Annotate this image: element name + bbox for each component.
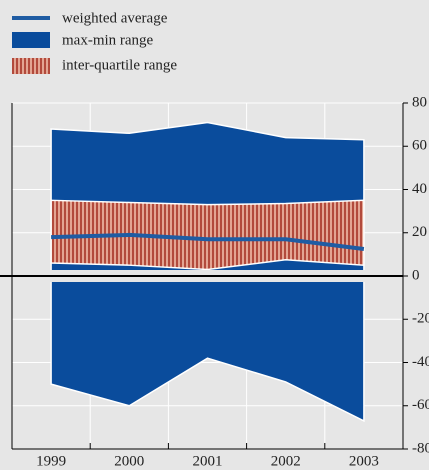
y-tick-label: 60: [412, 138, 427, 154]
y-tick-label: -80: [412, 440, 429, 456]
x-tick-label: 2002: [271, 453, 301, 469]
legend-swatch: [12, 58, 50, 74]
x-tick-label: 1999: [36, 453, 66, 469]
range-area: [50, 199, 365, 271]
legend-label: inter-quartile range: [62, 57, 177, 73]
x-tick-label: 2000: [114, 453, 144, 469]
y-tick-label: 0: [412, 267, 420, 283]
y-tick-label: -40: [412, 354, 429, 370]
x-tick-label: 2001: [193, 453, 223, 469]
y-tick-label: -20: [412, 311, 429, 327]
y-tick-label: 80: [412, 94, 427, 110]
legend-label: max-min range: [62, 32, 154, 48]
y-tick-label: 20: [412, 224, 427, 240]
legend-swatch: [12, 32, 50, 48]
y-tick-label: 40: [412, 181, 427, 197]
average-line: [51, 232, 365, 251]
legend-label: weighted average: [62, 10, 168, 26]
x-tick-label: 2003: [349, 453, 379, 469]
y-tick-label: -60: [412, 397, 429, 413]
